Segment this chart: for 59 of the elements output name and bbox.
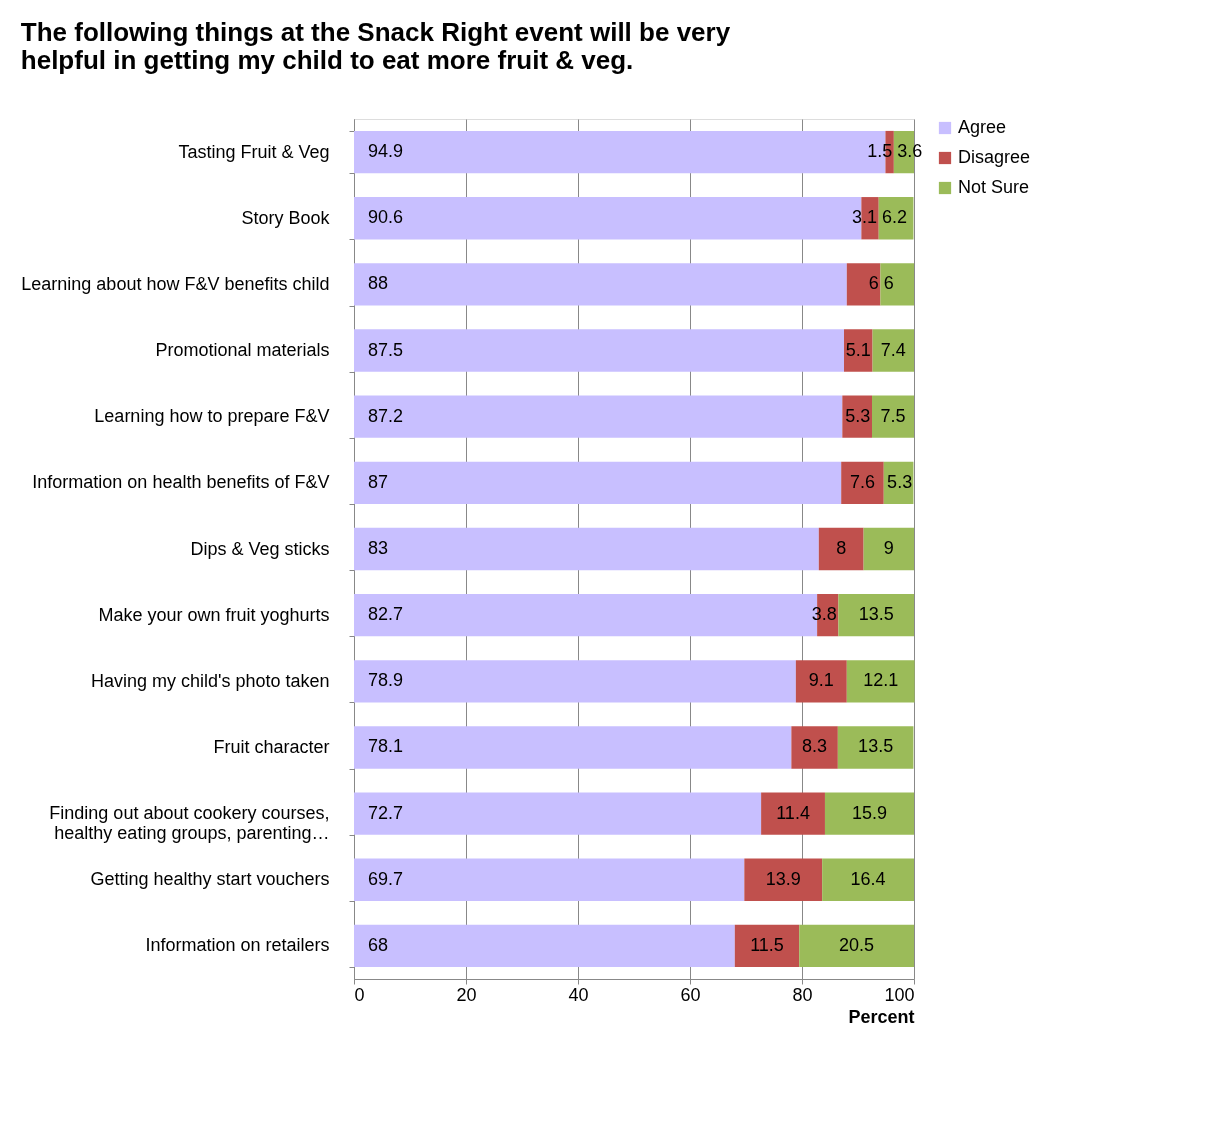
data-label: 68 (368, 934, 389, 955)
data-label: 9 (883, 538, 894, 558)
data-label: 8.3 (802, 736, 828, 757)
data-label: 7.6 (849, 471, 875, 492)
y-tick-label: Finding out about cookery courses, healthy eating groups, parenting… (49, 803, 330, 844)
legend-label: Disagree (958, 147, 1031, 167)
y-tick-label: Having my child's photo taken (90, 670, 330, 691)
y-tick-label: Information on health benefits of F&V (32, 472, 330, 493)
legend-label: Agree (958, 117, 1007, 137)
x-tick-label: 40 (568, 984, 589, 1005)
y-tick-label: Learning how to prepare F&V (94, 406, 330, 427)
data-label: 5.3 (845, 405, 871, 426)
data-label: 7.5 (880, 405, 906, 426)
x-tick-label: 80 (792, 984, 813, 1005)
data-label: 6 (883, 273, 894, 294)
x-tick-label: 100 (884, 984, 915, 1005)
data-label: 82.7 (368, 604, 404, 625)
chart-title: The following things at the Snack Right event will be very helpful in getting my child to eat more fruit & veg. (20, 17, 731, 75)
data-label: 87 (368, 471, 389, 492)
data-label: 94.9 (368, 141, 404, 162)
y-tick-label: Tasting Fruit & Veg (178, 141, 330, 162)
data-label: 7.4 (880, 339, 906, 360)
x-tick-label: 0 (354, 984, 365, 1005)
y-tick-label: Getting healthy start vouchers (90, 869, 330, 890)
data-label: 15.9 (851, 802, 887, 823)
data-label: 11.5 (750, 934, 784, 955)
data-label: 69.7 (368, 868, 404, 889)
data-label: 11.4 (776, 802, 810, 823)
data-label: 12.1 (863, 670, 899, 691)
data-label: 13.5 (858, 736, 894, 757)
y-tick-label: Promotional materials (155, 340, 330, 361)
data-label: 87.5 (368, 339, 404, 360)
y-tick-label: Fruit character (213, 736, 330, 757)
y-tick-label: Dips & Veg sticks (190, 538, 330, 559)
y-tick-label: Story Book (241, 207, 331, 228)
data-label: 90.6 (368, 207, 404, 228)
data-label: 16.4 (850, 868, 886, 889)
data-label: 6.2 (882, 207, 908, 228)
x-tick-label: 20 (456, 984, 477, 1005)
data-label: 20.5 (839, 934, 875, 955)
data-label: 9.1 (808, 670, 834, 691)
data-label: 5.1 (845, 339, 871, 360)
data-label: 13.9 (765, 868, 801, 889)
data-label: 87.2 (368, 405, 404, 426)
data-label: 13.5 (858, 604, 894, 625)
data-label: 78.9 (368, 670, 404, 691)
y-tick-label: Make your own fruit yoghurts (98, 604, 330, 625)
data-label: 72.7 (368, 802, 404, 823)
data-label: 78.1 (368, 736, 404, 757)
data-label: 5.3 (887, 471, 913, 492)
x-tick-label: 60 (680, 984, 701, 1005)
x-axis-title: Percent (848, 1006, 915, 1027)
y-tick-label: Learning about how F&V benefits child (21, 273, 330, 294)
data-label: 88 (368, 273, 389, 294)
legend-label: Not Sure (958, 177, 1030, 197)
data-label: 6 (868, 273, 879, 294)
y-tick-label: Information on retailers (145, 935, 330, 956)
data-label: 83 (368, 538, 389, 558)
data-label: 8 (836, 538, 847, 558)
